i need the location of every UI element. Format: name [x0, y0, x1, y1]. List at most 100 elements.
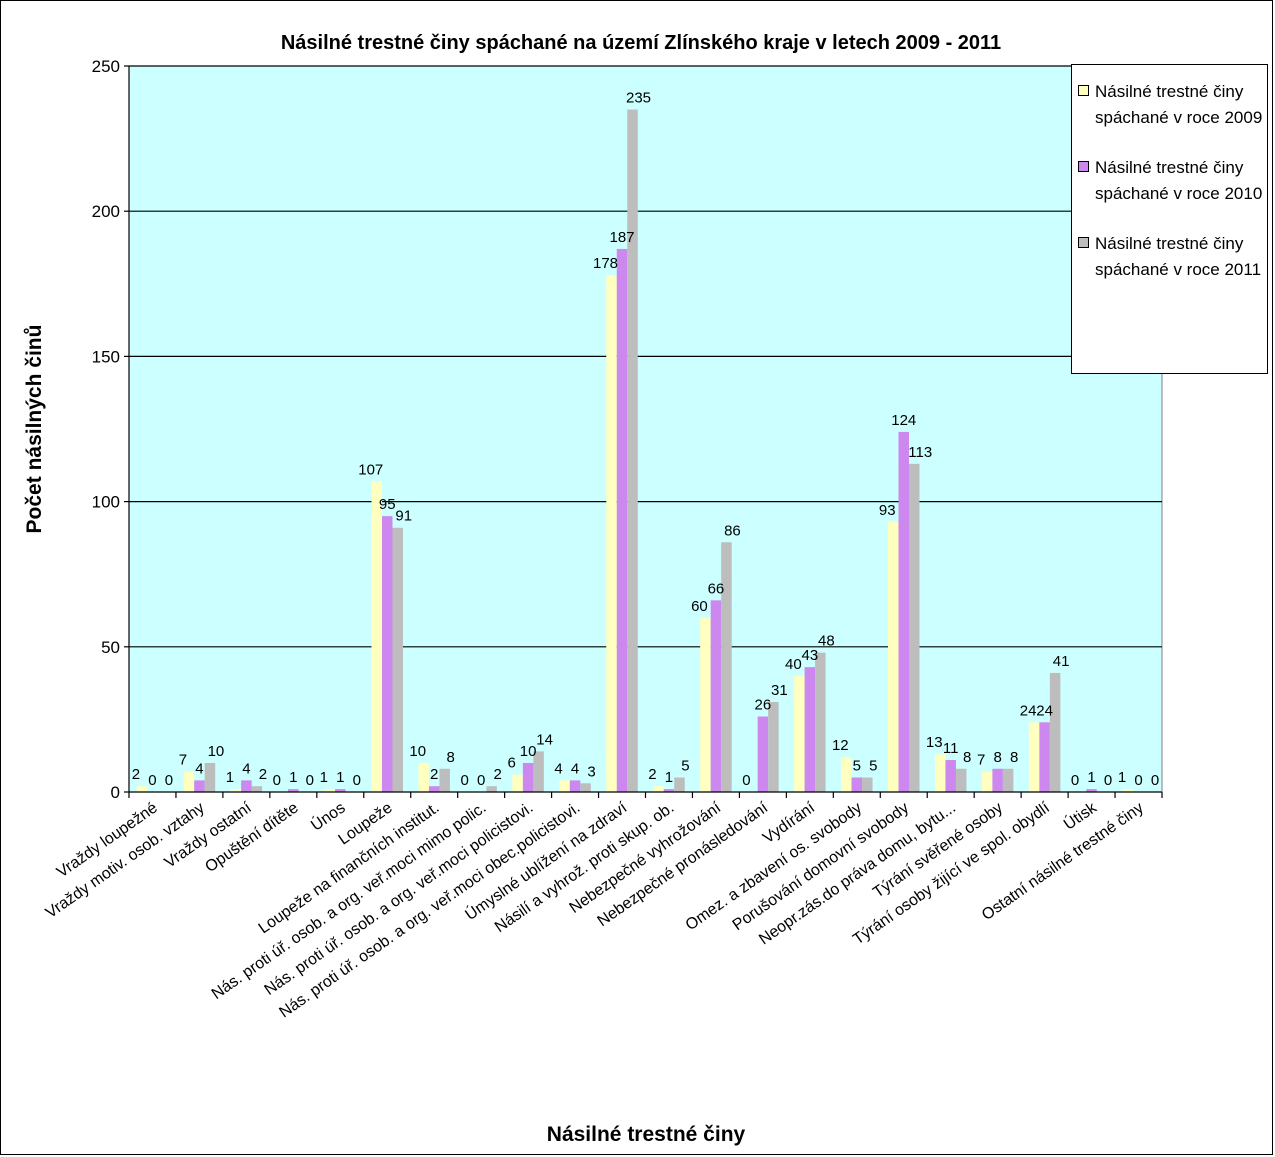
bar-2010 [898, 431, 909, 792]
chart-title: Násilné trestné činy spáchané na území Z… [281, 32, 1001, 54]
data-label: 0 [1134, 772, 1142, 789]
data-label: 1 [336, 769, 344, 786]
bar-2009 [183, 771, 195, 792]
bar-2009 [841, 757, 852, 792]
data-label: 43 [801, 647, 818, 664]
bar-2011 [674, 777, 685, 792]
bar-2009 [981, 771, 993, 792]
legend-item-2011: Násilné trestné činy spáchané v roce 201… [1078, 231, 1267, 283]
data-label: 187 [610, 229, 635, 246]
data-label: 6 [507, 755, 515, 772]
bar-2011 [1002, 768, 1014, 792]
bar-2010 [288, 789, 299, 792]
data-label: 4 [242, 760, 250, 777]
data-label: 1 [320, 769, 328, 786]
data-label: 95 [379, 496, 396, 513]
data-label: 10 [520, 743, 537, 760]
data-label: 66 [708, 580, 725, 597]
bar-2009 [324, 789, 336, 792]
bar-2010 [804, 667, 816, 792]
data-label: 113 [908, 444, 932, 461]
bar-2010 [945, 760, 956, 792]
bar-2011 [721, 542, 732, 792]
data-label: 0 [273, 772, 281, 789]
bar-2009 [371, 481, 382, 792]
data-label: 0 [742, 772, 750, 789]
data-label: 0 [1104, 772, 1112, 789]
data-label: 91 [395, 508, 412, 525]
data-label: 0 [165, 772, 173, 789]
y-tick-label: 250 [92, 57, 120, 76]
data-label: 40 [785, 656, 802, 673]
data-label: 10 [409, 743, 426, 760]
plot-area [128, 65, 1163, 793]
bar-2010 [992, 768, 1003, 792]
y-tick-label: 200 [92, 202, 120, 221]
bar-2009 [136, 786, 148, 792]
bar-2009 [606, 275, 617, 792]
bar-2010 [663, 789, 675, 792]
legend-label-2010: Násilné trestné činy spáchané v roce 201… [1095, 158, 1263, 203]
data-label: 2 [648, 766, 656, 783]
data-label: 8 [1010, 749, 1018, 766]
data-label: 4 [195, 760, 203, 777]
data-label: 2 [430, 766, 438, 783]
data-label: 31 [771, 682, 788, 699]
bar-2011 [862, 777, 873, 792]
data-label: 124 [891, 412, 916, 429]
data-label: 13 [926, 734, 943, 751]
axes [124, 65, 1163, 798]
data-label: 0 [477, 772, 485, 789]
bar-2009 [794, 675, 805, 792]
bar-2010 [335, 789, 346, 792]
bar-2009 [700, 617, 711, 792]
y-tick-label: 100 [92, 493, 120, 512]
y-tick-label: 150 [92, 347, 120, 366]
data-label: 8 [993, 749, 1001, 766]
data-label: 1 [1118, 769, 1126, 786]
bar-2010 [1086, 789, 1097, 792]
data-label: 41 [1053, 653, 1070, 670]
bar-2009 [653, 786, 664, 792]
data-label: 235 [626, 90, 651, 107]
legend-item-2010: Násilné trestné činy spáchané v roce 201… [1078, 155, 1267, 207]
legend-label-2009: Násilné trestné činy spáchané v roce 200… [1095, 82, 1263, 127]
bar-2009 [512, 774, 523, 792]
data-label: 0 [306, 772, 314, 789]
legend-item-2009: Násilné trestné činy spáchané v roce 200… [1078, 79, 1267, 131]
data-label: 4 [554, 760, 562, 777]
data-label: 93 [879, 502, 896, 519]
bar-2009 [230, 789, 242, 792]
data-label: 5 [681, 757, 689, 774]
data-label: 26 [755, 696, 772, 713]
data-label: 0 [1151, 772, 1159, 789]
data-label: 4 [571, 760, 579, 777]
bar-2011 [1049, 672, 1061, 792]
data-label: 60 [691, 598, 708, 615]
bar-2010 [241, 780, 252, 792]
bar-2009 [559, 780, 570, 792]
legend-swatch-2011 [1078, 237, 1089, 248]
bar-2011 [955, 768, 967, 792]
data-label: 24 [1020, 702, 1037, 719]
data-label: 1 [226, 769, 234, 786]
data-label: 5 [869, 757, 877, 774]
grid-lines [129, 65, 1162, 648]
data-label: 7 [179, 752, 187, 769]
data-label: 7 [977, 752, 985, 769]
bar-2010 [757, 716, 769, 792]
data-label: 0 [460, 772, 468, 789]
bar-2011 [909, 463, 920, 792]
x-axis-label: Násilné trestné činy [547, 1123, 746, 1146]
data-label: 107 [358, 461, 383, 478]
bars [136, 109, 1134, 792]
data-label: 86 [724, 522, 741, 539]
data-label: 0 [353, 772, 361, 789]
data-label: 2 [132, 766, 140, 783]
bar-2010 [382, 516, 393, 792]
legend: Násilné trestné činy spáchané v roce 200… [1071, 64, 1268, 374]
data-label: 178 [593, 255, 618, 272]
